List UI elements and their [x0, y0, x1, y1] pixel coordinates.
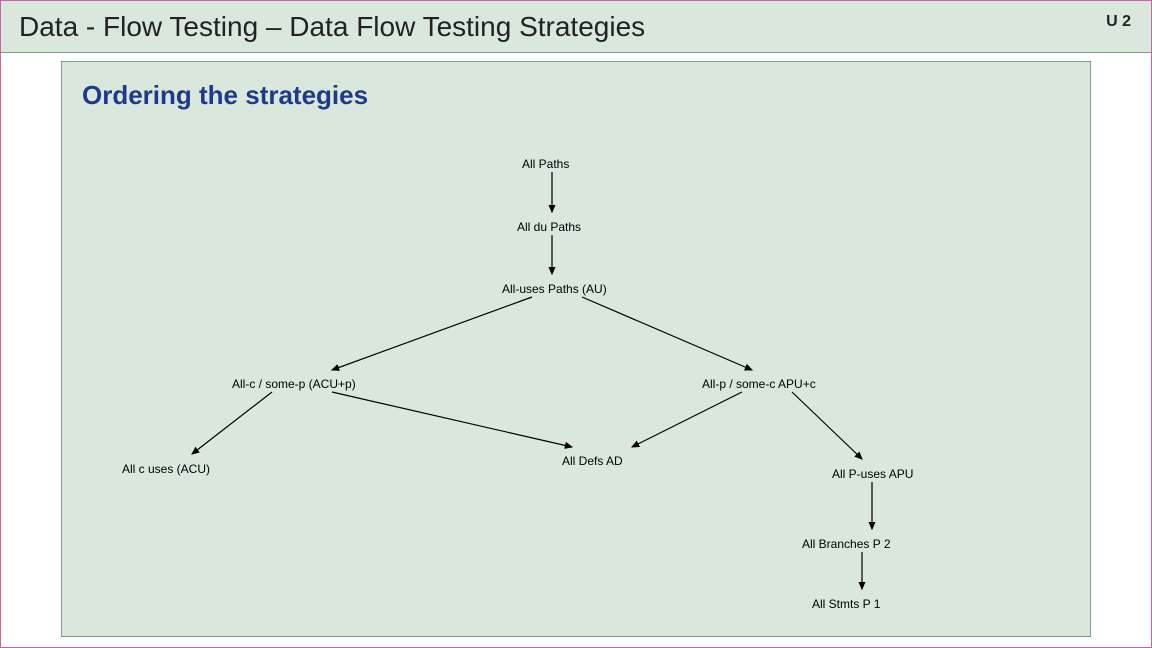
- strategies-tree: All Paths All du Paths All-uses Paths (AU)…: [62, 62, 1090, 636]
- unit-label: U 2: [1106, 13, 1131, 31]
- slide-title: Data - Flow Testing – Data Flow Testing …: [19, 11, 645, 43]
- edge-apu_c-ad: [632, 392, 742, 447]
- edge-apu_c-apu: [792, 392, 862, 459]
- arrows-layer: [62, 62, 1090, 636]
- node-apu_c: All-p / some-c APU+c: [702, 377, 816, 391]
- node-apu: All P-uses APU: [832, 467, 913, 481]
- content-panel: Ordering the strategies All PathsAll du …: [61, 61, 1091, 637]
- edge-acu_p-ad: [332, 392, 572, 447]
- title-bar: Data - Flow Testing – Data Flow Testing …: [1, 1, 1151, 53]
- node-all_uses: All-uses Paths (AU): [502, 282, 607, 296]
- node-acu_p: All-c / some-p (ACU+p): [232, 377, 356, 391]
- slide: Data - Flow Testing – Data Flow Testing …: [0, 0, 1152, 648]
- node-p1: All Stmts P 1: [812, 597, 880, 611]
- node-ad: All Defs AD: [562, 454, 623, 468]
- edge-all_uses-apu_c: [582, 297, 752, 370]
- node-acu: All c uses (ACU): [122, 462, 210, 476]
- node-all_du: All du Paths: [517, 220, 581, 234]
- node-p2: All Branches P 2: [802, 537, 891, 551]
- node-all_paths: All Paths: [522, 157, 569, 171]
- edge-acu_p-acu: [192, 392, 272, 454]
- edge-all_uses-acu_p: [332, 297, 532, 370]
